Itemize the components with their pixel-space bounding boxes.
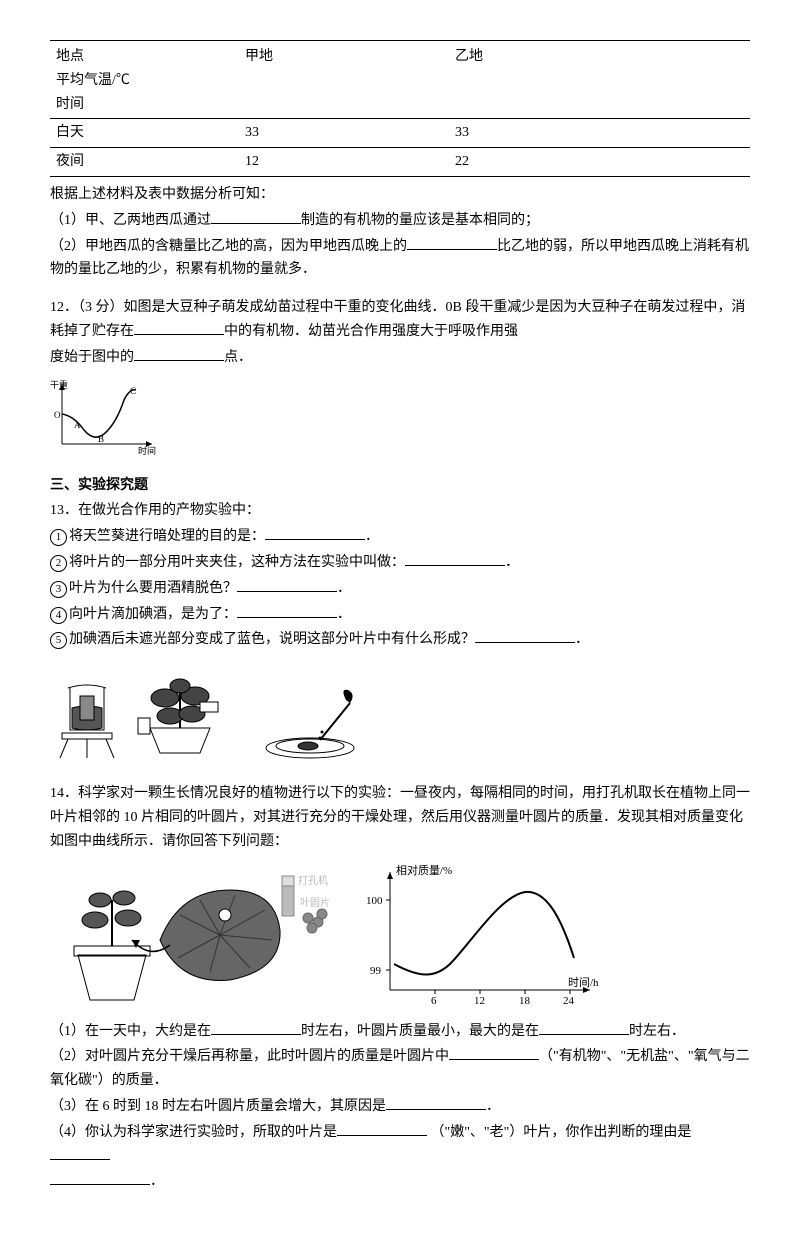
svg-text:O: O <box>54 410 61 420</box>
svg-text:干重: 干重 <box>50 379 68 390</box>
cell-day-jia: 33 <box>239 119 449 148</box>
svg-text:B: B <box>98 434 104 444</box>
svg-text:18: 18 <box>519 995 531 1007</box>
q13-head: 13．在做光合作用的产物实验中： <box>50 499 750 523</box>
q13-item2: 2将叶片的一部分用叶夹夹住，这种方法在实验中叫做：． <box>50 551 750 575</box>
cell-header-rowlabel: 地点 平均气温/℃ 时间 <box>50 43 239 119</box>
q13-item5: 5加碘酒后未遮光部分变成了蓝色，说明这部分叶片中有什么形成？． <box>50 628 750 652</box>
svg-text:6: 6 <box>431 995 437 1007</box>
q14-sub1: （1）在一天中，大约是在时左右，叶圆片质量最小，最大的是在时左右． <box>50 1020 750 1044</box>
cell-night-label: 夜间 <box>50 148 239 177</box>
q14-sub4-cont: ． <box>50 1170 750 1194</box>
svg-text:99: 99 <box>370 965 382 977</box>
cell-col-jia: 甲地 <box>239 43 449 119</box>
q12-graph: O A B C 干重 时间 <box>50 376 750 456</box>
svg-text:24: 24 <box>563 995 575 1007</box>
cell-day-yi: 33 <box>449 119 750 148</box>
cell-col-yi: 乙地 <box>449 43 750 119</box>
q11-sub2: （2）甲地西瓜的含糖量比乙地的高，因为甲地西瓜晚上的比乙地的弱，所以甲地西瓜晚上… <box>50 235 750 283</box>
q14-sub3: （3）在 6 时到 18 时左右叶圆片质量会增大，其原因是． <box>50 1095 750 1119</box>
svg-text:时间/h: 时间/h <box>568 976 599 989</box>
q12-text: 12．（3 分）如图是大豆种子萌发成幼苗过程中干重的变化曲线．0B 段干重减少是… <box>50 296 750 344</box>
q11-lead: 根据上述材料及表中数据分析可知： <box>50 183 750 207</box>
cell-day-label: 白天 <box>50 119 239 148</box>
q14-sub2: （2）对叶圆片充分干燥后再称量，此时叶圆片的质量是叶圆片中（"有机物"、"无机盐… <box>50 1045 750 1093</box>
q13-item4: 4向叶片滴加碘酒，是为了：． <box>50 603 750 627</box>
section-3-title: 三、实验探究题 <box>50 474 750 498</box>
svg-text:相对质量/%: 相对质量/% <box>396 863 452 877</box>
cell-night-jia: 12 <box>239 148 449 177</box>
svg-text:12: 12 <box>474 995 485 1007</box>
q13-figure <box>50 658 750 768</box>
svg-text:叶圆片: 叶圆片 <box>300 896 330 909</box>
q11-sub1: （1）甲、乙两地西瓜通过制造的有机物的量应该是基本相同的； <box>50 209 750 233</box>
svg-text:时间: 时间 <box>138 445 156 456</box>
q13-item3: 3叶片为什么要用酒精脱色？． <box>50 577 750 601</box>
question-11-analysis: 根据上述材料及表中数据分析可知： （1）甲、乙两地西瓜通过制造的有机物的量应该是… <box>50 183 750 282</box>
q12-text2: 度始于图中的点． <box>50 346 750 370</box>
temperature-table: 地点 平均气温/℃ 时间 甲地 乙地 白天 33 33 夜间 12 22 <box>50 43 750 177</box>
question-13: 13．在做光合作用的产物实验中： 1将天竺葵进行暗处理的目的是：． 2将叶片的一… <box>50 499 750 768</box>
question-12: 12．（3 分）如图是大豆种子萌发成幼苗过程中干重的变化曲线．0B 段干重减少是… <box>50 296 750 455</box>
svg-text:C: C <box>130 386 136 396</box>
question-14: 14．科学家对一颗生长情况良好的植物进行以下的实验：一昼夜内，每隔相同的时间，用… <box>50 782 750 1194</box>
q14-plant-figure: 打孔机 叶圆片 <box>50 860 330 1010</box>
q14-head: 14．科学家对一颗生长情况良好的植物进行以下的实验：一昼夜内，每隔相同的时间，用… <box>50 782 750 853</box>
q14-sub4: （4）你认为科学家进行实验时，所取的叶片是 （"嫩"、"老"）叶片，你作出判断的… <box>50 1121 750 1169</box>
svg-text:100: 100 <box>366 895 383 907</box>
svg-text:A: A <box>74 420 81 430</box>
q13-item1: 1将天竺葵进行暗处理的目的是：． <box>50 525 750 549</box>
svg-text:打孔机: 打孔机 <box>298 874 328 887</box>
q14-mass-chart: 99 100 6 12 18 24 相对质量/% 时间/h <box>350 860 610 1010</box>
q14-figure-row: 打孔机 叶圆片 99 100 6 12 18 <box>50 860 750 1010</box>
cell-night-yi: 22 <box>449 148 750 177</box>
